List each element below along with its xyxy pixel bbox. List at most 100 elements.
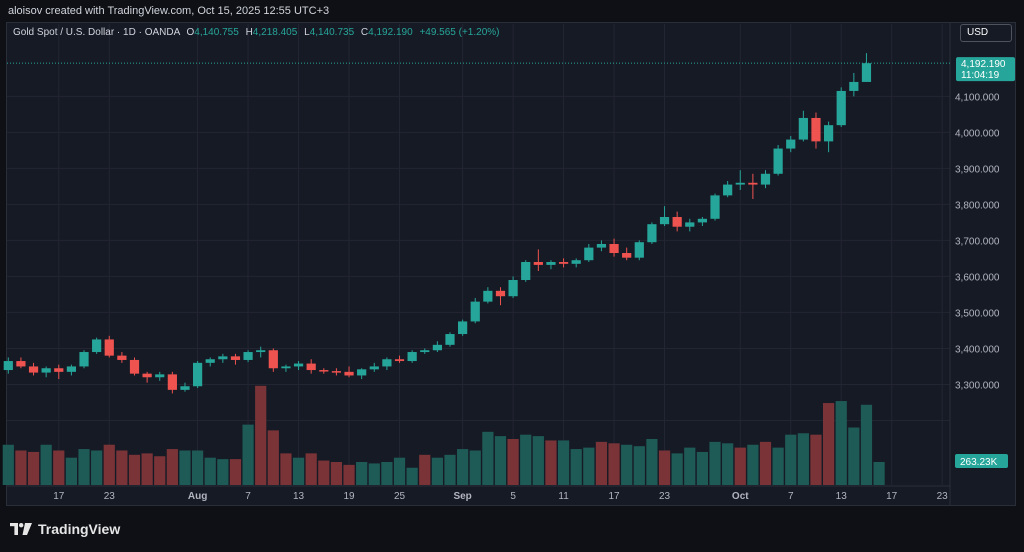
candle-body (811, 117, 821, 142)
x-tick-label: 13 (293, 491, 305, 502)
volume-bar (595, 441, 608, 485)
symbol-legend: Gold Spot / U.S. Dollar · 1D · OANDA O 4,… (13, 27, 500, 38)
volume-bar (608, 443, 620, 485)
y-tick-label: 3,300.000 (955, 380, 1000, 391)
low-value: 4,140.735 (309, 27, 355, 38)
candle-body (773, 148, 783, 174)
y-tick-label: 3,900.000 (955, 164, 1000, 175)
candle-body (394, 359, 405, 362)
candle-body (432, 344, 442, 351)
open-label: O (186, 27, 195, 38)
candle-body (710, 195, 720, 219)
candle-body (798, 117, 808, 140)
tradingview-logo[interactable]: TradingView (10, 521, 120, 537)
candle-body (243, 352, 253, 360)
candle-body (142, 373, 152, 378)
volume-bar (545, 440, 557, 485)
volume-tag (955, 454, 1008, 468)
candle-body (508, 280, 518, 297)
candle-body (685, 222, 695, 227)
volume-bar (570, 449, 582, 485)
close-value: 4,192.190 (368, 27, 413, 38)
volume-bar (27, 451, 40, 485)
x-tick-label: Aug (188, 491, 207, 502)
volume-bar (457, 449, 469, 485)
x-tick-label: 25 (394, 491, 406, 502)
x-tick-label: Oct (732, 491, 749, 502)
volume-bar (583, 447, 595, 485)
volume-tag-value: 263.23K (960, 457, 998, 468)
y-tick-label: 3,800.000 (955, 200, 1000, 211)
x-tick-label: 17 (608, 491, 620, 502)
candle-body (786, 139, 796, 149)
candle-body (256, 350, 266, 353)
candle-body (558, 262, 569, 264)
candle-body (92, 339, 102, 353)
x-tick-label: Sep (453, 491, 471, 502)
volume-bar (255, 385, 267, 485)
symbol-name[interactable]: Gold Spot / U.S. Dollar · 1D · OANDA (13, 27, 180, 38)
candle-body (155, 374, 165, 378)
candle-body (205, 359, 215, 363)
volume-bar (696, 451, 708, 485)
chart-panel[interactable] (6, 22, 1016, 506)
volume-bar (658, 450, 671, 485)
x-tick-label: 19 (343, 491, 355, 502)
volume-bar (217, 459, 229, 485)
candle-body (16, 361, 26, 367)
volume-bar (633, 446, 645, 485)
volume-bar (192, 450, 204, 485)
low-label: L (304, 27, 310, 38)
x-tick-label: 13 (836, 491, 848, 502)
volume-bar (772, 447, 784, 485)
volume-bar (621, 444, 633, 485)
volume-bar (2, 444, 14, 485)
candle-body (571, 260, 581, 264)
volume-bar (242, 424, 254, 485)
x-tick-label: 5 (510, 491, 516, 502)
candle-body (622, 253, 632, 258)
candle-body (735, 182, 745, 185)
candle-body (824, 125, 834, 142)
y-tick-label: 4,100.000 (955, 92, 1000, 103)
price-chart[interactable]: 3,300.000 3,400.000 3,500.000 3,600.000 3,70… (0, 0, 1024, 507)
tradingview-logo-icon (10, 523, 32, 535)
x-tick-label: 11 (558, 491, 569, 502)
volume-bar (204, 457, 216, 485)
candle-body (458, 321, 468, 335)
volume-bar (292, 457, 305, 485)
candle-body (420, 350, 430, 353)
y-tick-label: 4,000.000 (955, 128, 1000, 139)
volume-bar (91, 450, 103, 485)
volume-bar (318, 460, 330, 485)
candle-body (230, 356, 241, 360)
volume-bar (393, 457, 406, 485)
candle-body (672, 216, 682, 227)
candle-body (293, 363, 304, 367)
candle-body (596, 244, 607, 248)
volume-bar (482, 431, 494, 485)
volume-bar (368, 463, 380, 485)
high-value: 4,218.405 (252, 27, 298, 38)
volume-bar (40, 444, 52, 485)
candle-body (723, 184, 733, 196)
candle-body (218, 356, 228, 360)
volume-bar (280, 453, 292, 485)
candle-body (382, 359, 392, 367)
volume-bar (747, 444, 759, 485)
currency-button[interactable]: USD (960, 24, 1012, 42)
volume-bar (734, 447, 746, 485)
footer (0, 507, 1024, 552)
volume-bar (671, 453, 683, 485)
volume-bar (444, 454, 456, 485)
volume-bar (154, 456, 166, 485)
candle-body (268, 350, 278, 369)
top-bar: aloisov created with TradingView.com, Oc… (0, 0, 1024, 22)
candle-body (849, 81, 859, 91)
candle-body (521, 262, 531, 281)
candle-body (697, 218, 707, 223)
volume-bar (179, 450, 191, 485)
candle-body (193, 362, 203, 387)
volume-bar (267, 430, 279, 485)
volume-bar (646, 439, 658, 485)
